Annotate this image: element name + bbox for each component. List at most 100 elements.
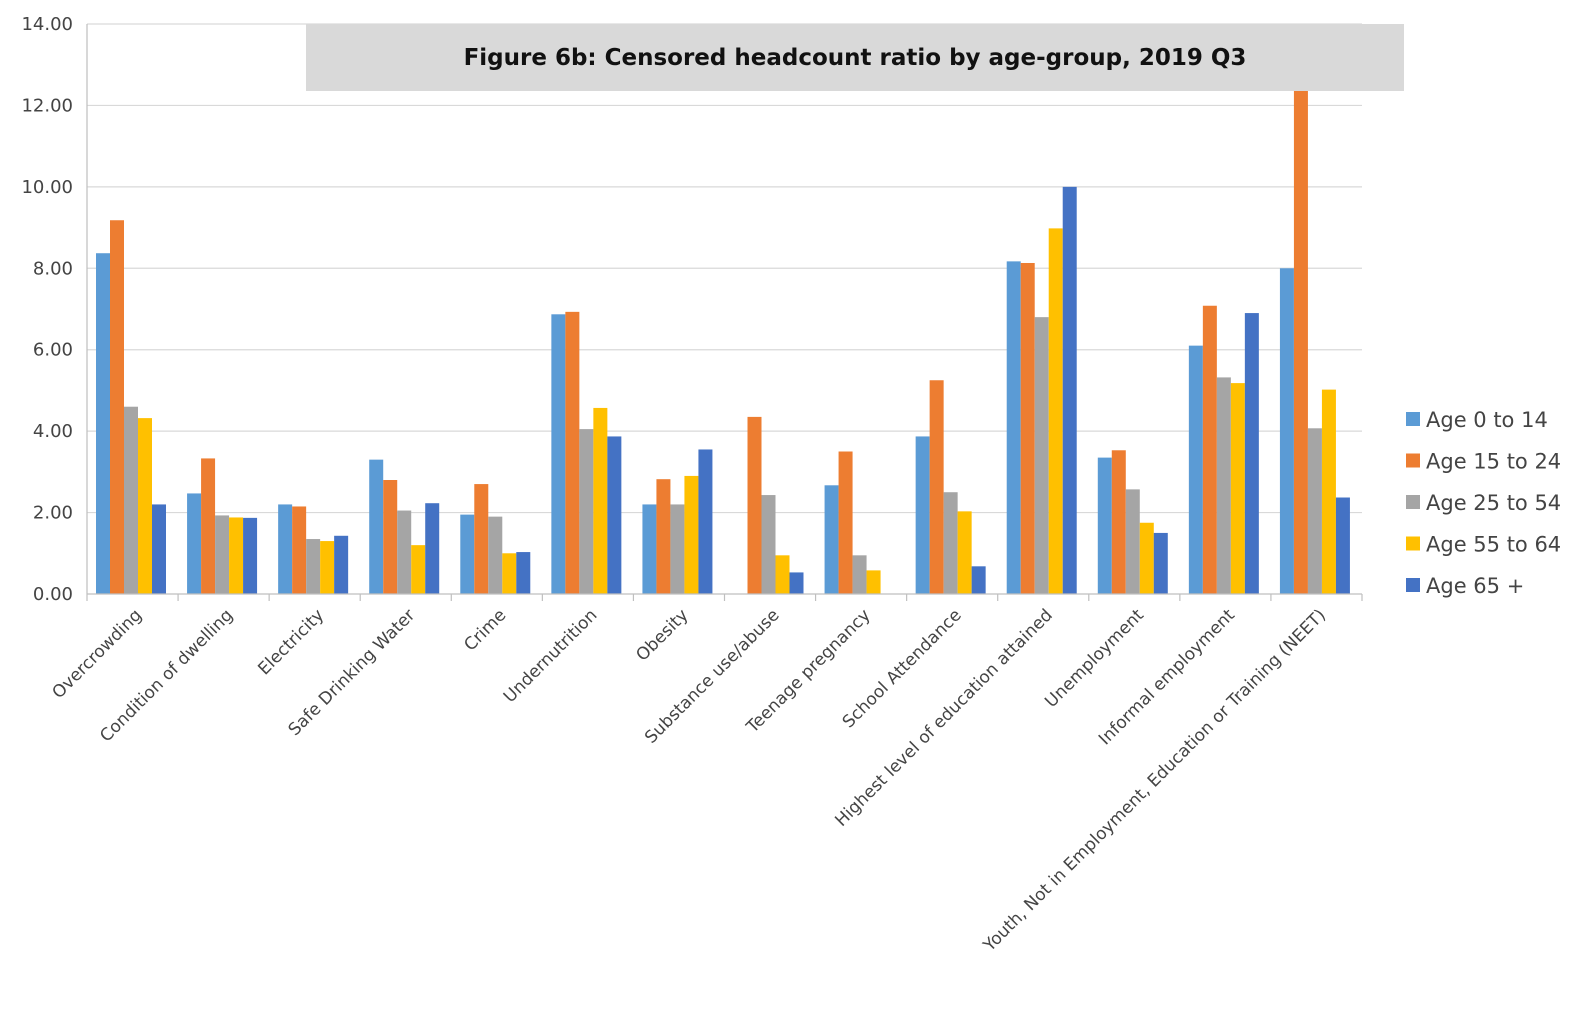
bar (565, 311, 580, 594)
bar (383, 480, 398, 594)
bar (1230, 383, 1245, 594)
bar (684, 475, 699, 594)
bar (957, 511, 972, 594)
bar (278, 504, 293, 594)
y-tick-label: 6.00 (33, 340, 73, 361)
bar (292, 506, 307, 594)
bar (929, 380, 944, 594)
bar (1335, 497, 1350, 594)
bar (124, 406, 138, 594)
legend-swatch (1406, 578, 1420, 592)
legend-label: Age 25 to 54 (1426, 491, 1561, 515)
bar (642, 504, 657, 594)
bar (1020, 262, 1035, 594)
axes (86, 24, 1363, 601)
y-tick-label: 2.00 (33, 503, 73, 524)
bar (201, 458, 216, 594)
y-tick-label: 10.00 (21, 177, 73, 198)
bar (474, 484, 489, 594)
bar (187, 493, 202, 594)
bar (579, 429, 594, 594)
bar (1307, 428, 1322, 594)
bar (1111, 450, 1126, 594)
bar (229, 517, 244, 594)
bar (824, 485, 839, 594)
legend-item: Age 55 to 64 (1406, 533, 1561, 557)
chart-title: Figure 6b: Censored headcount ratio by a… (464, 45, 1247, 71)
x-category-label: Obesity (632, 605, 692, 665)
bar (866, 570, 881, 594)
bar (460, 514, 475, 594)
legend-item: Age 15 to 24 (1406, 450, 1561, 474)
legend-swatch (1406, 453, 1420, 468)
bar (593, 407, 608, 594)
x-category-label: Crime (460, 605, 510, 655)
bar (488, 516, 503, 594)
legend-item: Age 0 to 14 (1406, 408, 1548, 432)
bar (670, 504, 685, 594)
bar (656, 479, 671, 594)
bar (1062, 186, 1077, 594)
legend-label: Age 55 to 64 (1426, 533, 1561, 557)
bar (915, 436, 930, 594)
bar (775, 555, 790, 594)
bar (838, 451, 853, 594)
legend-label: Age 65 + (1426, 574, 1524, 598)
x-category-label: Undernutrition (500, 605, 602, 707)
bar (761, 495, 776, 594)
x-category-label: Electricity (254, 605, 328, 679)
y-tick-label: 0.00 (33, 584, 73, 605)
bar (243, 517, 258, 594)
bar (971, 566, 986, 594)
chart-title-box: Figure 6b: Censored headcount ratio by a… (306, 24, 1404, 91)
gridlines (87, 23, 1362, 514)
bar (1006, 261, 1021, 594)
y-tick-label: 14.00 (21, 14, 73, 35)
bar (397, 510, 412, 594)
bar (516, 552, 531, 594)
bar (943, 492, 958, 594)
bar (152, 504, 166, 594)
bar (425, 503, 440, 594)
x-category-label: Unemployment (1041, 605, 1148, 712)
bar (215, 515, 230, 594)
bar (551, 314, 566, 594)
legend-label: Age 0 to 14 (1426, 408, 1548, 432)
bar (306, 539, 321, 594)
legend-swatch (1406, 412, 1420, 426)
bar (1202, 305, 1217, 594)
bar (320, 541, 335, 594)
bar (96, 253, 110, 594)
bar (607, 436, 622, 594)
bar (1244, 313, 1259, 594)
bar (1188, 345, 1203, 594)
bar (1153, 532, 1168, 594)
bar (502, 553, 517, 594)
bar (698, 449, 713, 594)
bar (1321, 389, 1336, 594)
bar (369, 459, 384, 594)
y-tick-label: 8.00 (33, 258, 73, 279)
bar (852, 555, 867, 594)
bar (747, 416, 762, 594)
legend-swatch (1406, 536, 1420, 551)
bars (96, 89, 1350, 595)
y-tick-label: 4.00 (33, 421, 73, 442)
bar (1034, 317, 1049, 594)
bar (411, 545, 426, 594)
y-tick-labels: 0.00 2.00 4.00 6.00 8.00 10.00 12.00 14.00 (21, 14, 73, 605)
legend-item: Age 65 + (1406, 574, 1524, 598)
bar (138, 418, 152, 594)
y-tick-label: 12.00 (21, 95, 73, 116)
legend: Age 0 to 14 Age 15 to 24 Age 25 to 54 Age 5… (1406, 408, 1561, 598)
bar (1279, 268, 1294, 594)
bar (1048, 228, 1063, 594)
bar (1139, 522, 1154, 594)
x-category-label: Youth, Not in Employment, Education or T… (979, 605, 1330, 956)
bar (1293, 89, 1308, 595)
x-category-label: Overcrowding (49, 605, 146, 702)
bar (1216, 377, 1231, 594)
bar (1097, 457, 1112, 594)
